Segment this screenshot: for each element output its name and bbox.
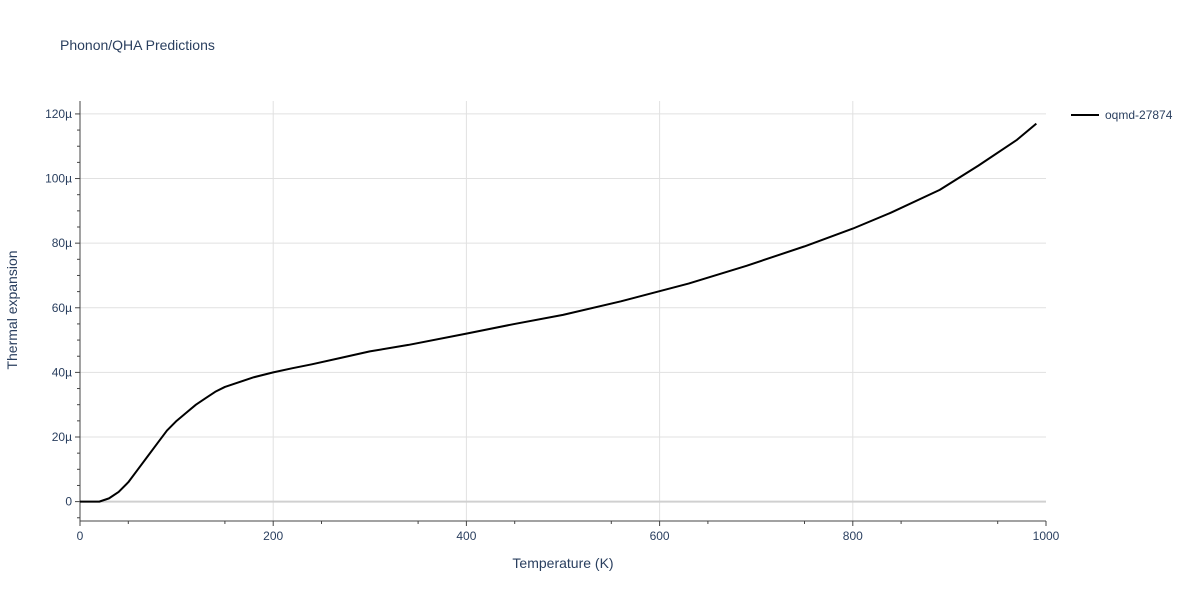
series-layer: [80, 122, 1037, 503]
legend[interactable]: oqmd-27874: [1071, 108, 1173, 122]
x-tick-label: 600: [650, 529, 670, 543]
x-axis-title: Temperature (K): [512, 555, 613, 571]
y-tick-label: 40µ: [52, 365, 72, 379]
grid: [80, 101, 1046, 521]
x-tick-label: 1000: [1033, 529, 1060, 543]
series-line-oqmd-27874: [80, 122, 1037, 503]
ticks: 0 200 400 600 800 1000 0 20µ 40µ 60µ 80µ 100µ 120µ: [45, 107, 1060, 543]
y-tick-label: 0: [65, 495, 72, 509]
x-tick-label: 0: [77, 529, 84, 543]
y-tick-label: 100µ: [45, 172, 72, 186]
x-tick-label: 200: [263, 529, 283, 543]
legend-label: oqmd-27874: [1105, 108, 1173, 122]
x-tick-label: 400: [456, 529, 476, 543]
y-tick-label: 60µ: [52, 301, 72, 315]
y-tick-label: 80µ: [52, 236, 72, 250]
x-tick-label: 800: [843, 529, 863, 543]
y-tick-label: 20µ: [52, 430, 72, 444]
chart-title: Phonon/QHA Predictions: [60, 37, 215, 53]
y-axis-title: Thermal expansion: [4, 250, 20, 369]
y-tick-label: 120µ: [45, 107, 72, 121]
axes: [79, 101, 1046, 522]
